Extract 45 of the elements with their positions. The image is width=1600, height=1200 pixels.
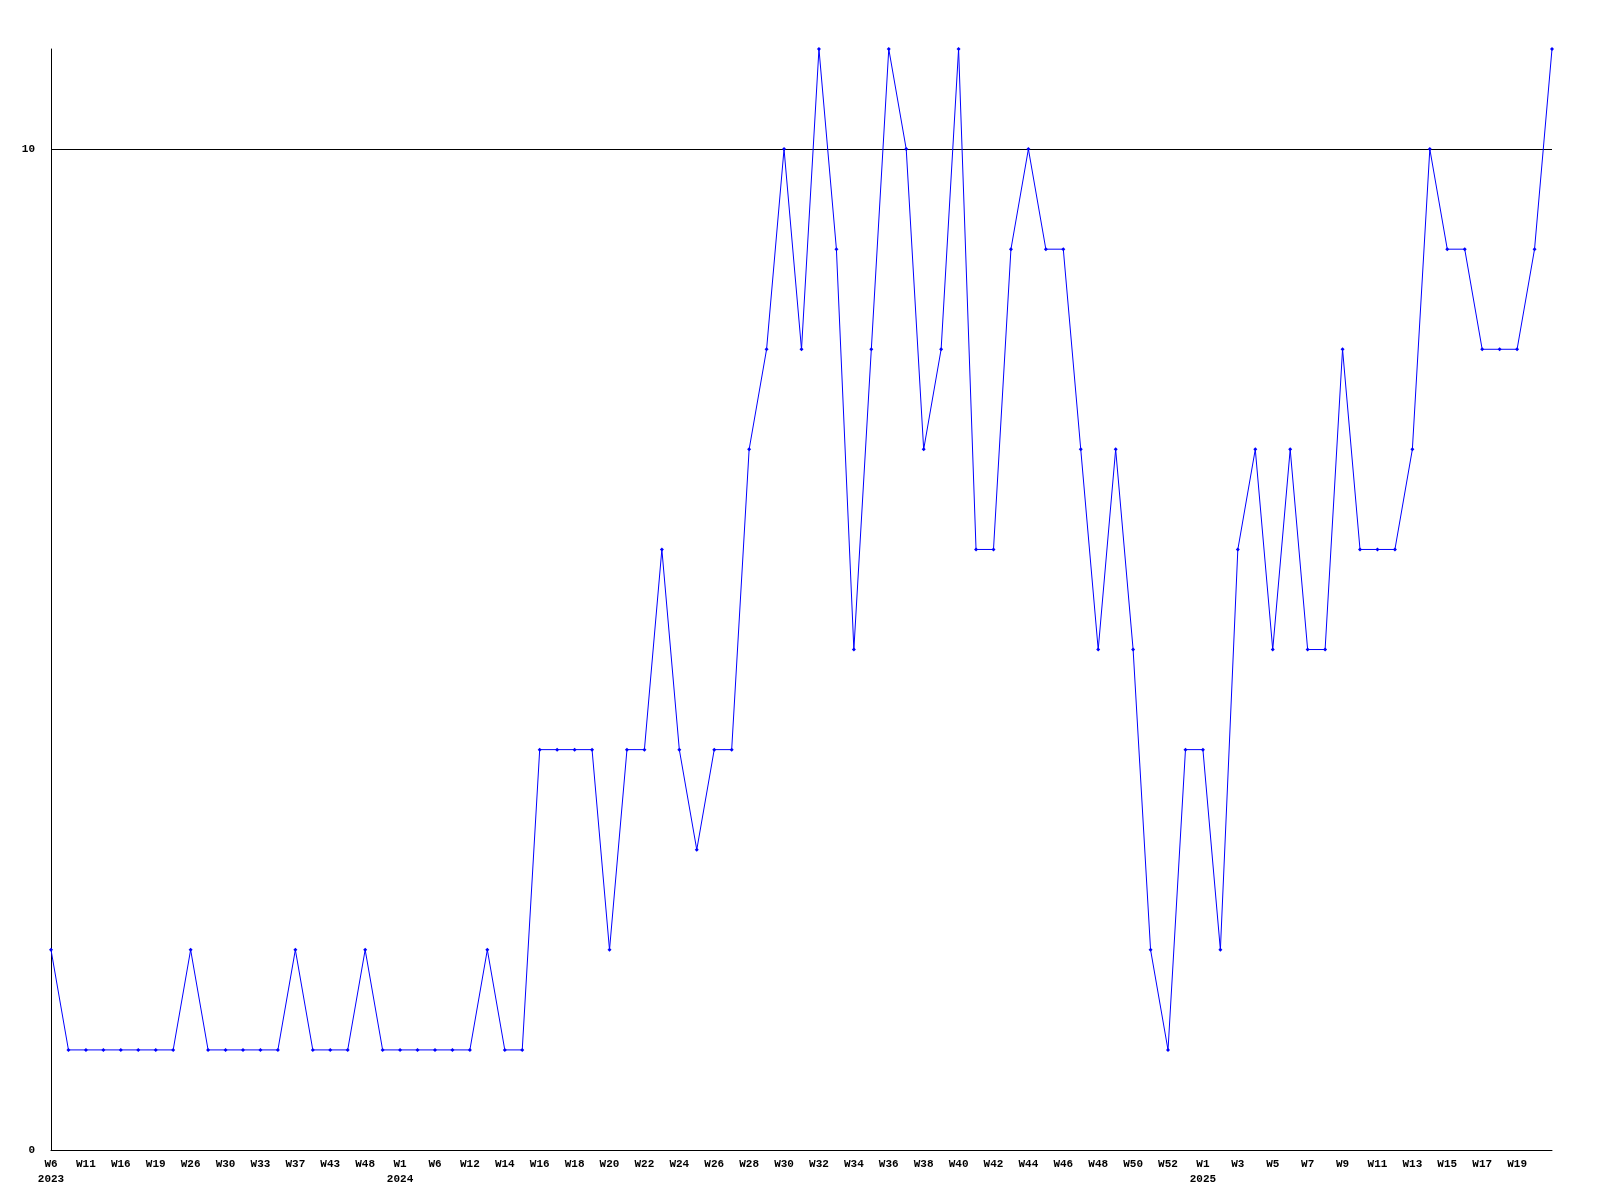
x-tick-label: W26: [180, 1157, 201, 1170]
x-tick-label: W20: [599, 1157, 620, 1170]
x-tick-label: W34: [843, 1157, 865, 1170]
x-tick-label: W38: [913, 1157, 934, 1170]
x-tick-label: W24: [669, 1157, 690, 1170]
x-tick-label: W42: [983, 1157, 1004, 1170]
x-tick-label: W13: [1402, 1157, 1423, 1170]
x-tick-label: W15: [1437, 1157, 1458, 1170]
x-tick-label: W19: [145, 1157, 166, 1170]
x-tick-label: W44: [1018, 1157, 1039, 1170]
y-tick-label: 0: [28, 1144, 35, 1156]
x-tick-label: W9: [1335, 1157, 1350, 1170]
x-tick-label: W30: [215, 1157, 236, 1170]
x-tick-label: W46: [1053, 1157, 1074, 1170]
x-tick-label: W32: [809, 1157, 829, 1170]
x-tick-label: W17: [1472, 1157, 1493, 1170]
x-tick-label: W6: [428, 1157, 442, 1170]
x-tick-label: W1 2024: [386, 1157, 414, 1185]
x-tick-label: W22: [634, 1157, 655, 1170]
x-tick-label: W7: [1301, 1157, 1315, 1170]
x-tick-label: W16: [529, 1157, 550, 1170]
x-tick-label: W43: [320, 1157, 341, 1170]
x-tick-label: W50: [1123, 1157, 1144, 1170]
x-tick-label: W6 2023: [37, 1157, 65, 1185]
x-tick-label: W11: [76, 1157, 97, 1170]
x-tick-label: W19: [1507, 1157, 1527, 1170]
x-tick-label: W36: [878, 1157, 899, 1170]
x-tick-label: W1 2025: [1189, 1157, 1217, 1185]
x-tick-label: W30: [774, 1157, 794, 1170]
x-tick-label: W52: [1158, 1157, 1178, 1170]
y-tick-label: 10: [21, 143, 35, 156]
x-tick-label: W37: [285, 1157, 306, 1170]
x-tick-label: W12: [459, 1157, 480, 1170]
x-tick-label: W48: [355, 1157, 376, 1170]
x-tick-label: W40: [948, 1157, 969, 1170]
x-tick-label: W26: [704, 1157, 725, 1170]
x-tick-label: W18: [564, 1157, 585, 1170]
x-tick-label: W33: [250, 1157, 271, 1170]
x-tick-label: W28: [739, 1157, 760, 1170]
x-tick-label: W48: [1088, 1157, 1109, 1170]
x-tick-label: W14: [494, 1157, 516, 1170]
x-tick-label: W3: [1231, 1157, 1245, 1170]
x-tick-label: W11: [1367, 1157, 1388, 1170]
x-tick-label: W16: [110, 1157, 131, 1170]
x-tick-label: W5: [1266, 1157, 1280, 1170]
